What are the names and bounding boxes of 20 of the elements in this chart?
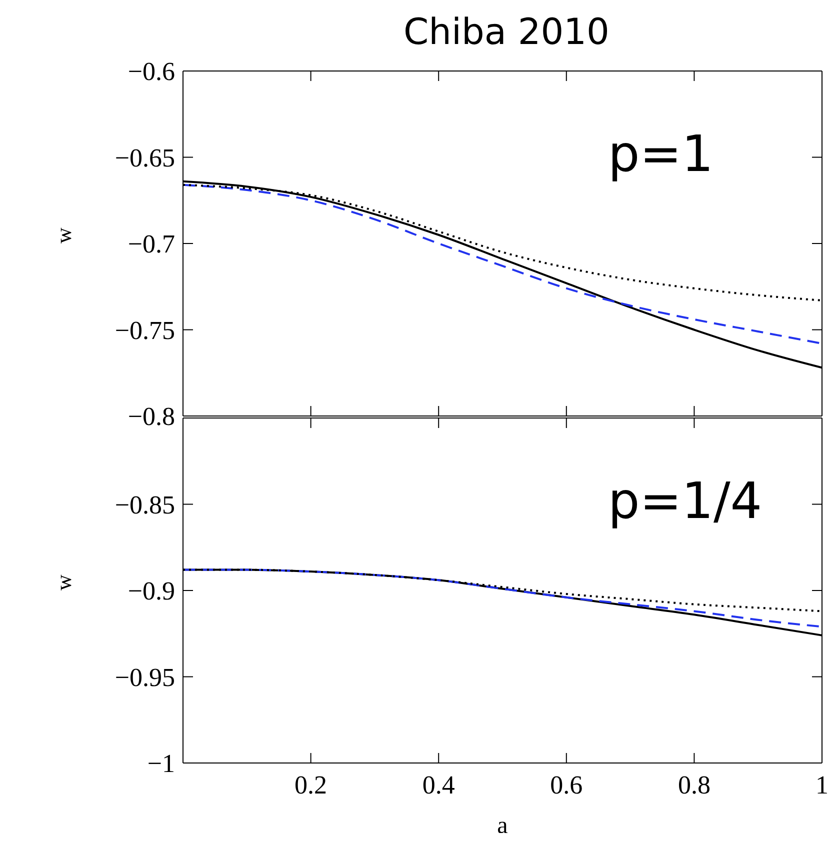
annotation: p=1 — [608, 125, 714, 183]
y-tick-label: −0.9 — [128, 576, 175, 606]
y-tick-label: −0.7 — [128, 230, 175, 259]
y-tick-label: −0.6 — [128, 57, 175, 86]
y-axis-title: w — [50, 574, 76, 590]
y-tick-label: −0.95 — [114, 662, 175, 692]
x-tick-label: 0.4 — [422, 770, 455, 800]
x-tick-label: 1 — [816, 770, 828, 800]
y-tick-label: −0.85 — [114, 490, 175, 520]
x-tick-label: 0.2 — [294, 770, 328, 800]
x-axis-title: a — [497, 813, 508, 839]
y-tick-label: −0.8 — [128, 402, 175, 432]
x-tick-label: 0.8 — [678, 770, 710, 800]
y-axis-title: w — [50, 228, 76, 244]
annotation: p=1/4 — [608, 472, 762, 530]
y-tick-label: −1 — [147, 749, 175, 778]
y-tick-label: −0.65 — [114, 143, 175, 172]
x-tick-label: 0.6 — [550, 770, 583, 800]
chart-title: Chiba 2010 — [402, 11, 610, 54]
y-tick-label: −0.75 — [114, 316, 175, 345]
